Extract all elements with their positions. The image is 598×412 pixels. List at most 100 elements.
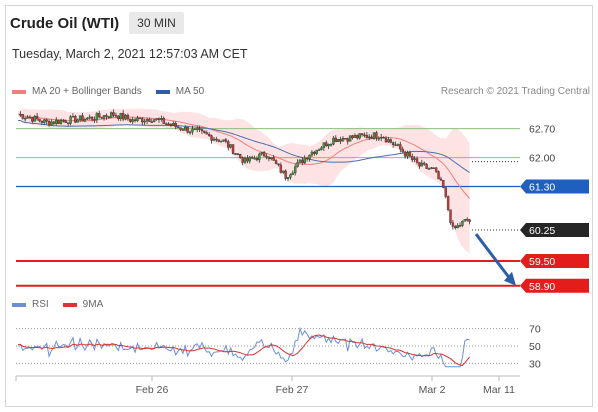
- candle-body: [248, 156, 251, 162]
- candle-body: [126, 114, 130, 120]
- ma50-swatch: [155, 89, 170, 94]
- arrow-head: [504, 271, 516, 286]
- x-tick-label: Mar 2: [419, 384, 446, 396]
- candle-body: [174, 122, 177, 128]
- candle-body: [112, 112, 115, 116]
- candle-body: [124, 114, 127, 120]
- candle-body: [200, 129, 204, 132]
- candle-body: [78, 115, 82, 120]
- bollinger-band-area: [18, 108, 470, 254]
- candle-body: [207, 133, 211, 136]
- candle-body: [179, 127, 182, 130]
- candle-body: [57, 119, 60, 124]
- level-labels: 62.70 62.00 61.30 60.25 59.50 58.90: [520, 124, 589, 293]
- candle-body: [141, 118, 144, 123]
- candle-body: [322, 142, 326, 148]
- candle-body: [40, 120, 44, 123]
- rsi-panel: 70 50 30: [16, 324, 541, 370]
- candle-body: [227, 141, 230, 148]
- candle-body: [339, 139, 342, 142]
- candle-body: [76, 119, 79, 123]
- candle-body: [196, 128, 199, 130]
- candle-body: [243, 157, 247, 163]
- candle-body: [401, 148, 404, 153]
- projection-arrow: [474, 233, 516, 286]
- candle-body: [274, 160, 278, 164]
- level-label: 61.30: [529, 182, 555, 194]
- candle-body: [98, 113, 101, 118]
- candle-body: [215, 138, 218, 141]
- candle-body: [102, 115, 106, 119]
- level-label: 60.25: [529, 225, 555, 237]
- candle-body: [301, 159, 304, 164]
- candle-body: [74, 116, 77, 123]
- candle-body: [346, 138, 349, 142]
- ma9-swatch: [62, 302, 77, 307]
- candle-body: [93, 119, 96, 121]
- candle-body: [250, 156, 254, 159]
- candle-body: [451, 222, 455, 227]
- candle-body: [391, 142, 395, 145]
- arrow-shaft: [474, 233, 512, 280]
- candle-body: [394, 144, 397, 146]
- candle-body: [317, 149, 321, 151]
- candle-body: [458, 225, 462, 227]
- candle-body: [348, 135, 352, 142]
- candle-body: [293, 166, 297, 174]
- candle-body: [298, 159, 302, 163]
- candle-body: [260, 152, 263, 155]
- candle-body: [231, 144, 235, 155]
- candle-body: [83, 119, 87, 122]
- candle-body: [117, 115, 120, 120]
- candle-body: [203, 130, 206, 133]
- candle-body: [64, 120, 67, 123]
- candle-body: [176, 126, 180, 129]
- candle-body: [184, 127, 187, 131]
- ma50-line: [17, 119, 470, 174]
- x-tick-label: Mar 11: [483, 384, 515, 396]
- candle-body: [35, 115, 39, 120]
- timeframe-badge[interactable]: 30 MIN: [129, 12, 184, 34]
- candle-body: [212, 138, 216, 141]
- candle-body: [222, 139, 225, 142]
- candle-body: [315, 149, 318, 154]
- candle-body: [114, 115, 118, 117]
- candle-body: [219, 140, 223, 143]
- candle-body: [95, 113, 99, 121]
- candle-body: [133, 119, 137, 122]
- candle-body: [466, 219, 469, 221]
- candle-body: [334, 137, 337, 143]
- candle-body: [270, 157, 273, 160]
- candle-body: [380, 136, 383, 139]
- candle-body: [356, 135, 359, 139]
- rsi-line: [17, 326, 470, 368]
- legend-rsi-label: RSI: [32, 299, 49, 310]
- candle-body: [105, 115, 108, 117]
- candle-body: [399, 144, 402, 150]
- candle-body: [267, 156, 271, 160]
- candle-body: [55, 119, 58, 124]
- candle-body: [389, 139, 392, 143]
- candle-body: [62, 120, 65, 122]
- candle-body: [246, 157, 249, 162]
- legend-ma50: MA 50: [155, 86, 204, 97]
- candle-body: [308, 154, 311, 160]
- candle-body: [47, 121, 51, 126]
- candle-body: [286, 177, 290, 179]
- level-label-box: [520, 253, 589, 268]
- candle-body: [353, 135, 357, 138]
- candle-body: [33, 115, 36, 122]
- candle-body: [461, 220, 464, 226]
- candle-body: [224, 139, 228, 142]
- instrument-title: Crude Oil (WTI): [10, 14, 120, 32]
- candle-body: [145, 118, 149, 122]
- level-label: 62.00: [529, 153, 555, 165]
- timestamp: Tuesday, March 2, 2021 12:57:03 AM CET: [12, 47, 248, 61]
- candle-body: [23, 117, 27, 120]
- candle-body: [351, 135, 354, 138]
- candle-body: [148, 118, 151, 122]
- candle-body: [284, 170, 287, 179]
- candle-body: [360, 133, 364, 136]
- candle-body: [418, 162, 421, 167]
- candle-body: [88, 116, 91, 119]
